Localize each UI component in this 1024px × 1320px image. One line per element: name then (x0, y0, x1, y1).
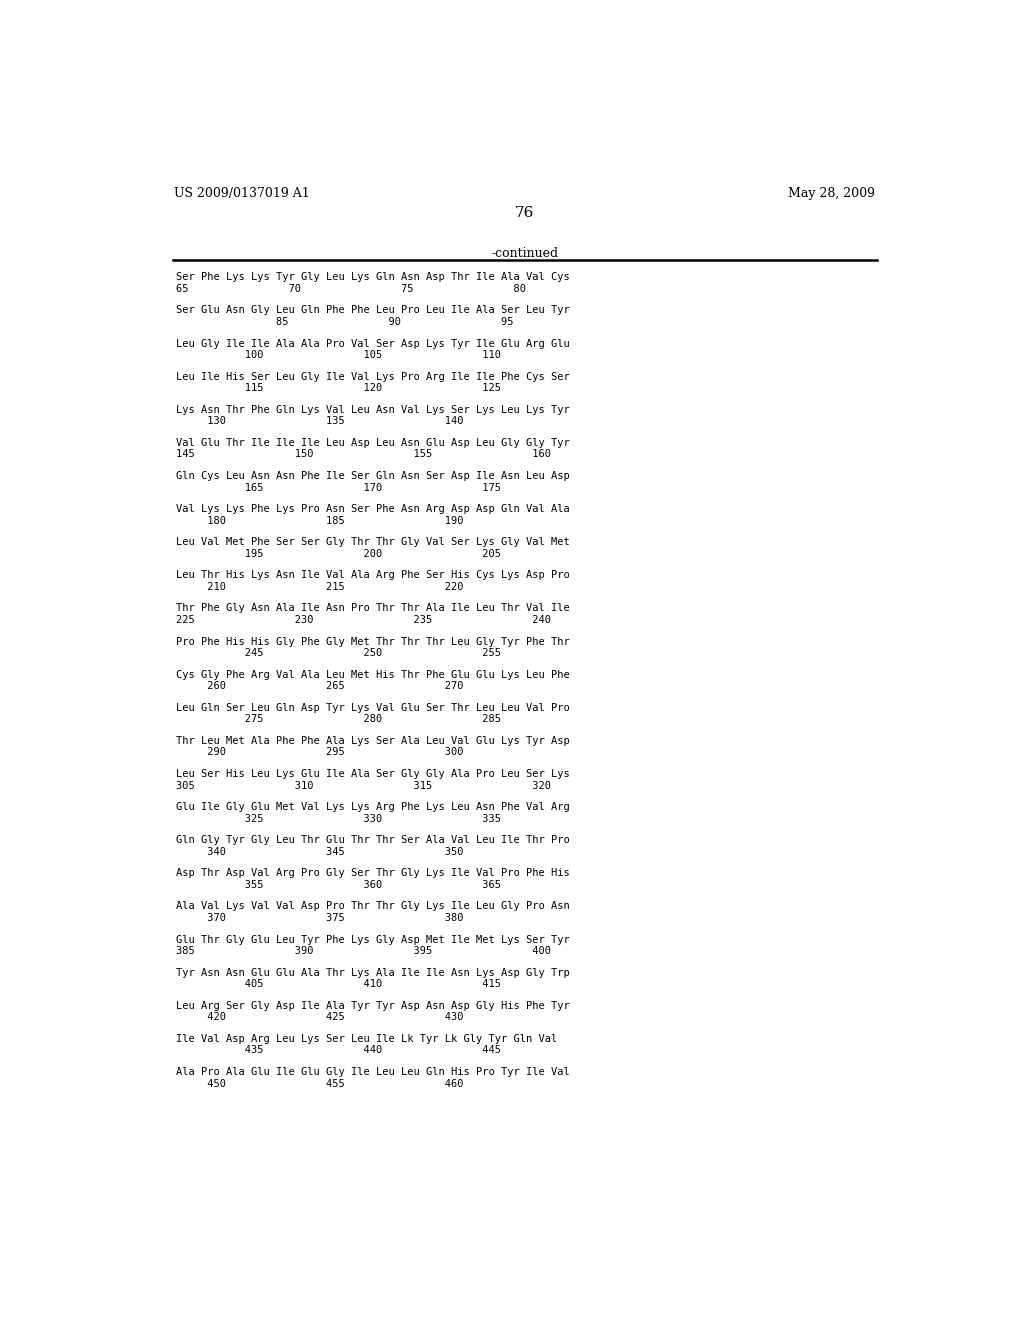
Text: 370                375                380: 370 375 380 (176, 913, 464, 923)
Text: Gln Gly Tyr Gly Leu Thr Glu Thr Thr Ser Ala Val Leu Ile Thr Pro: Gln Gly Tyr Gly Leu Thr Glu Thr Thr Ser … (176, 836, 569, 845)
Text: Thr Leu Met Ala Phe Phe Ala Lys Ser Ala Leu Val Glu Lys Tyr Asp: Thr Leu Met Ala Phe Phe Ala Lys Ser Ala … (176, 737, 569, 746)
Text: Thr Phe Gly Asn Ala Ile Asn Pro Thr Thr Ala Ile Leu Thr Val Ile: Thr Phe Gly Asn Ala Ile Asn Pro Thr Thr … (176, 603, 569, 614)
Text: 210                215                220: 210 215 220 (176, 582, 464, 591)
Text: 195                200                205: 195 200 205 (176, 549, 501, 558)
Text: Ala Pro Ala Glu Ile Glu Gly Ile Leu Leu Gln His Pro Tyr Ile Val: Ala Pro Ala Glu Ile Glu Gly Ile Leu Leu … (176, 1067, 569, 1077)
Text: 76: 76 (515, 206, 535, 220)
Text: Leu Gln Ser Leu Gln Asp Tyr Lys Val Glu Ser Thr Leu Leu Val Pro: Leu Gln Ser Leu Gln Asp Tyr Lys Val Glu … (176, 702, 569, 713)
Text: Leu Ser His Leu Lys Glu Ile Ala Ser Gly Gly Ala Pro Leu Ser Lys: Leu Ser His Leu Lys Glu Ile Ala Ser Gly … (176, 770, 569, 779)
Text: Leu Gly Ile Ile Ala Ala Pro Val Ser Asp Lys Tyr Ile Glu Arg Glu: Leu Gly Ile Ile Ala Ala Pro Val Ser Asp … (176, 339, 569, 348)
Text: 450                455                460: 450 455 460 (176, 1078, 464, 1089)
Text: Leu Ile His Ser Leu Gly Ile Val Lys Pro Arg Ile Ile Phe Cys Ser: Leu Ile His Ser Leu Gly Ile Val Lys Pro … (176, 372, 569, 381)
Text: -continued: -continued (492, 247, 558, 260)
Text: 355                360                365: 355 360 365 (176, 880, 501, 890)
Text: 180                185                190: 180 185 190 (176, 516, 464, 525)
Text: Ile Val Asp Arg Leu Lys Ser Leu Ile Lk Tyr Lk Gly Tyr Gln Val: Ile Val Asp Arg Leu Lys Ser Leu Ile Lk T… (176, 1034, 557, 1044)
Text: May 28, 2009: May 28, 2009 (788, 187, 876, 199)
Text: 165                170                175: 165 170 175 (176, 483, 501, 492)
Text: 225                230                235                240: 225 230 235 240 (176, 615, 551, 624)
Text: Pro Phe His His Gly Phe Gly Met Thr Thr Thr Leu Gly Tyr Phe Thr: Pro Phe His His Gly Phe Gly Met Thr Thr … (176, 636, 569, 647)
Text: 275                280                285: 275 280 285 (176, 714, 501, 725)
Text: 325                330                335: 325 330 335 (176, 813, 501, 824)
Text: 115                120                125: 115 120 125 (176, 383, 501, 393)
Text: 65                70                75                80: 65 70 75 80 (176, 284, 526, 294)
Text: Tyr Asn Asn Glu Glu Ala Thr Lys Ala Ile Ile Asn Lys Asp Gly Trp: Tyr Asn Asn Glu Glu Ala Thr Lys Ala Ile … (176, 968, 569, 978)
Text: 145                150                155                160: 145 150 155 160 (176, 449, 551, 459)
Text: 130                135                140: 130 135 140 (176, 416, 464, 426)
Text: Ala Val Lys Val Val Asp Pro Thr Thr Gly Lys Ile Leu Gly Pro Asn: Ala Val Lys Val Val Asp Pro Thr Thr Gly … (176, 902, 569, 911)
Text: 435                440                445: 435 440 445 (176, 1045, 501, 1056)
Text: Val Glu Thr Ile Ile Ile Leu Asp Leu Asn Glu Asp Leu Gly Gly Tyr: Val Glu Thr Ile Ile Ile Leu Asp Leu Asn … (176, 438, 569, 447)
Text: Gln Cys Leu Asn Asn Phe Ile Ser Gln Asn Ser Asp Ile Asn Leu Asp: Gln Cys Leu Asn Asn Phe Ile Ser Gln Asn … (176, 471, 569, 480)
Text: Leu Val Met Phe Ser Ser Gly Thr Thr Gly Val Ser Lys Gly Val Met: Leu Val Met Phe Ser Ser Gly Thr Thr Gly … (176, 537, 569, 548)
Text: Glu Ile Gly Glu Met Val Lys Lys Arg Phe Lys Leu Asn Phe Val Arg: Glu Ile Gly Glu Met Val Lys Lys Arg Phe … (176, 803, 569, 812)
Text: Ser Phe Lys Lys Tyr Gly Leu Lys Gln Asn Asp Thr Ile Ala Val Cys: Ser Phe Lys Lys Tyr Gly Leu Lys Gln Asn … (176, 272, 569, 282)
Text: Lys Asn Thr Phe Gln Lys Val Leu Asn Val Lys Ser Lys Leu Lys Tyr: Lys Asn Thr Phe Gln Lys Val Leu Asn Val … (176, 405, 569, 414)
Text: 420                425                430: 420 425 430 (176, 1012, 464, 1022)
Text: 260                265                270: 260 265 270 (176, 681, 464, 692)
Text: 385                390                395                400: 385 390 395 400 (176, 946, 551, 956)
Text: 290                295                300: 290 295 300 (176, 747, 464, 758)
Text: Leu Arg Ser Gly Asp Ile Ala Tyr Tyr Asp Asn Asp Gly His Phe Tyr: Leu Arg Ser Gly Asp Ile Ala Tyr Tyr Asp … (176, 1001, 569, 1011)
Text: 340                345                350: 340 345 350 (176, 847, 464, 857)
Text: 85                90                95: 85 90 95 (176, 317, 514, 327)
Text: Cys Gly Phe Arg Val Ala Leu Met His Thr Phe Glu Glu Lys Leu Phe: Cys Gly Phe Arg Val Ala Leu Met His Thr … (176, 669, 569, 680)
Text: 305                310                315                320: 305 310 315 320 (176, 780, 551, 791)
Text: Asp Thr Asp Val Arg Pro Gly Ser Thr Gly Lys Ile Val Pro Phe His: Asp Thr Asp Val Arg Pro Gly Ser Thr Gly … (176, 869, 569, 878)
Text: Val Lys Lys Phe Lys Pro Asn Ser Phe Asn Arg Asp Asp Gln Val Ala: Val Lys Lys Phe Lys Pro Asn Ser Phe Asn … (176, 504, 569, 513)
Text: Leu Thr His Lys Asn Ile Val Ala Arg Phe Ser His Cys Lys Asp Pro: Leu Thr His Lys Asn Ile Val Ala Arg Phe … (176, 570, 569, 581)
Text: 245                250                255: 245 250 255 (176, 648, 501, 659)
Text: Glu Thr Gly Glu Leu Tyr Phe Lys Gly Asp Met Ile Met Lys Ser Tyr: Glu Thr Gly Glu Leu Tyr Phe Lys Gly Asp … (176, 935, 569, 945)
Text: US 2009/0137019 A1: US 2009/0137019 A1 (174, 187, 310, 199)
Text: 100                105                110: 100 105 110 (176, 350, 501, 360)
Text: 405                410                415: 405 410 415 (176, 979, 501, 989)
Text: Ser Glu Asn Gly Leu Gln Phe Phe Leu Pro Leu Ile Ala Ser Leu Tyr: Ser Glu Asn Gly Leu Gln Phe Phe Leu Pro … (176, 305, 569, 315)
